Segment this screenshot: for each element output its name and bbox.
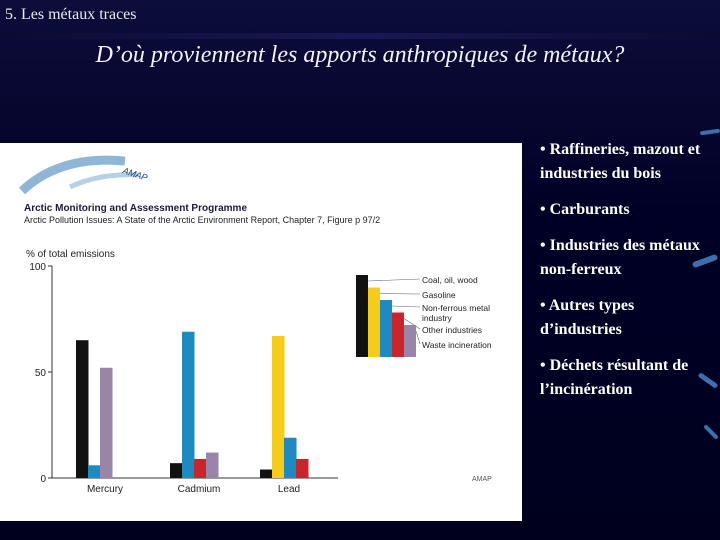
logo-text: AMAP: [120, 165, 148, 183]
y-tick-label: 0: [40, 474, 46, 485]
y-tick-label: 50: [35, 368, 47, 379]
slide-title: D’où proviennent les apports anthropique…: [95, 42, 625, 68]
legend-leader: [367, 278, 421, 282]
amap-logo: AMAP: [18, 155, 149, 195]
legend-label: Coal, oil, wood: [422, 275, 478, 285]
legend-swatch: [368, 287, 380, 357]
legend-label: Waste incineration: [422, 340, 492, 350]
bullet-incineration: • Déchets résultant de l’incinération: [540, 357, 689, 398]
source-subtitle: Arctic Pollution Issues: A State of the …: [24, 215, 380, 225]
bar-mercury-non-ferrous-metal-industry: [88, 465, 101, 478]
credit-text: AMAP: [472, 476, 492, 483]
legend-swatch: [404, 325, 416, 357]
x-tick-label: Mercury: [87, 484, 123, 495]
bar-lead-other-industries: [296, 458, 309, 478]
x-tick-label: Lead: [278, 484, 300, 495]
bar-mercury-waste-incineration: [100, 367, 113, 478]
legend-swatch: [392, 312, 404, 357]
legend-leader: [415, 330, 421, 345]
legend-leader: [379, 293, 421, 295]
source-title: Arctic Monitoring and Assessment Program…: [24, 203, 247, 214]
legend-leader: [403, 318, 421, 330]
decorative-streak: [703, 424, 719, 440]
y-axis-label: % of total emissions: [26, 249, 115, 260]
bar-cadmium-waste-incineration: [206, 452, 219, 478]
slide-header: 5. Les métaux traces: [5, 6, 137, 23]
bar-cadmium-non-ferrous-metal-industry: [182, 331, 195, 478]
bar-mercury-coal-oil-wood: [76, 340, 89, 478]
bullet-nonferrous: • Industries des métaux non-ferreux: [540, 237, 700, 278]
bar-cadmium-coal-oil-wood: [170, 463, 183, 478]
bar-lead-gasoline: [272, 335, 285, 478]
legend-swatch: [356, 275, 368, 357]
bullet-other-industries: • Autres types d’industries: [540, 297, 635, 338]
emissions-chart: AMAP Arctic Monitoring and Assessment Pr…: [18, 155, 492, 495]
header-divider: [0, 33, 720, 39]
x-tick-label: Cadmium: [178, 484, 221, 495]
bullet-fuels: • Carburants: [540, 201, 630, 218]
decorative-streak: [699, 128, 720, 136]
bar-lead-non-ferrous-metal-industry: [284, 437, 297, 478]
bullet-refineries: • Raffineries, mazout et industries du b…: [540, 141, 701, 182]
legend-swatch: [380, 300, 392, 357]
legend-leader: [391, 305, 421, 308]
y-tick-label: 100: [29, 262, 46, 273]
legend-label: Non-ferrous metal industry: [422, 303, 490, 323]
bar-lead-coal-oil-wood: [260, 469, 273, 478]
bullet-list: • Raffineries, mazout et industries du b…: [540, 138, 710, 414]
legend-label: Other industries: [422, 325, 482, 335]
legend-label: Gasoline: [422, 290, 456, 300]
bar-cadmium-other-industries: [194, 458, 207, 478]
figure-panel: AMAP Arctic Monitoring and Assessment Pr…: [0, 143, 522, 521]
